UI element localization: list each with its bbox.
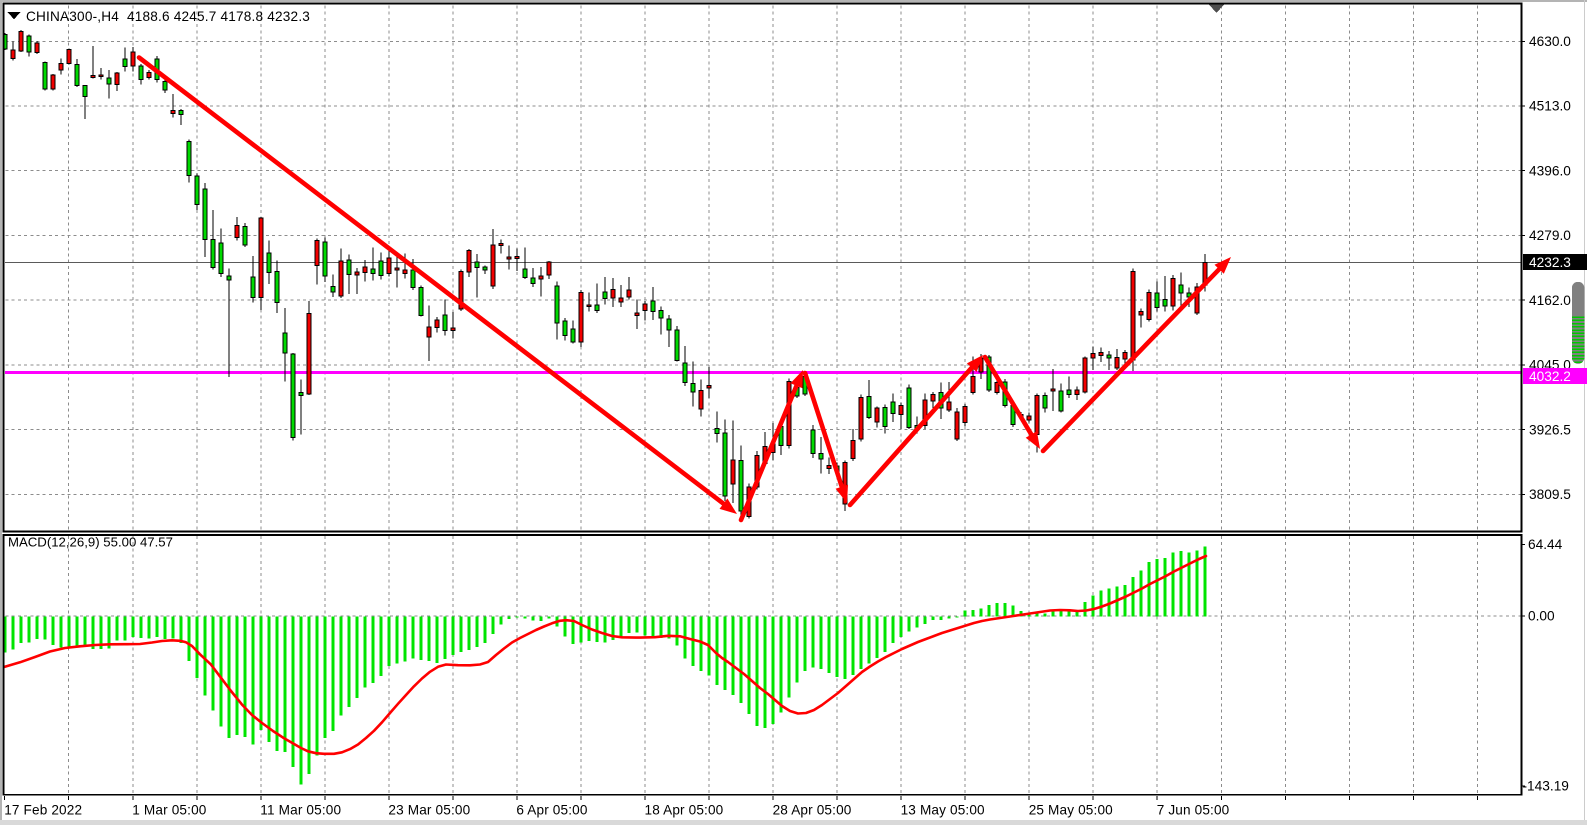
svg-text:3809.5: 3809.5 bbox=[1529, 487, 1571, 502]
svg-text:MACD(12,26,9) 55.00 47.57: MACD(12,26,9) 55.00 47.57 bbox=[8, 535, 173, 550]
svg-text:28 Apr 05:00: 28 Apr 05:00 bbox=[773, 803, 852, 818]
svg-text:6 Apr 05:00: 6 Apr 05:00 bbox=[516, 803, 587, 818]
svg-text:4630.0: 4630.0 bbox=[1529, 34, 1571, 49]
svg-text:0.00: 0.00 bbox=[1528, 609, 1555, 624]
svg-text:4396.0: 4396.0 bbox=[1529, 163, 1571, 178]
svg-text:25 May 05:00: 25 May 05:00 bbox=[1029, 803, 1113, 818]
svg-text:1 Mar 05:00: 1 Mar 05:00 bbox=[132, 803, 206, 818]
svg-text:13 May 05:00: 13 May 05:00 bbox=[901, 803, 985, 818]
svg-text:4162.0: 4162.0 bbox=[1529, 293, 1571, 308]
svg-text:4279.0: 4279.0 bbox=[1529, 228, 1571, 243]
svg-text:4032.2: 4032.2 bbox=[1529, 369, 1571, 384]
svg-text:17 Feb 2022: 17 Feb 2022 bbox=[4, 803, 82, 818]
svg-text:CHINA300-,H4 4188.6 4245.7 41: CHINA300-,H4 4188.6 4245.7 4178.8 4232.3 bbox=[26, 9, 310, 24]
svg-text:11 Mar 05:00: 11 Mar 05:00 bbox=[260, 803, 341, 818]
svg-text:3926.5: 3926.5 bbox=[1529, 422, 1571, 437]
svg-text:18 Apr 05:00: 18 Apr 05:00 bbox=[645, 803, 724, 818]
svg-text:64.44: 64.44 bbox=[1528, 537, 1563, 552]
svg-text:4513.0: 4513.0 bbox=[1529, 99, 1571, 114]
svg-text:23 Mar 05:00: 23 Mar 05:00 bbox=[388, 803, 470, 818]
svg-text:4232.3: 4232.3 bbox=[1529, 255, 1571, 270]
svg-text:-143.19: -143.19 bbox=[1523, 779, 1569, 794]
svg-text:7 Jun 05:00: 7 Jun 05:00 bbox=[1157, 803, 1230, 818]
